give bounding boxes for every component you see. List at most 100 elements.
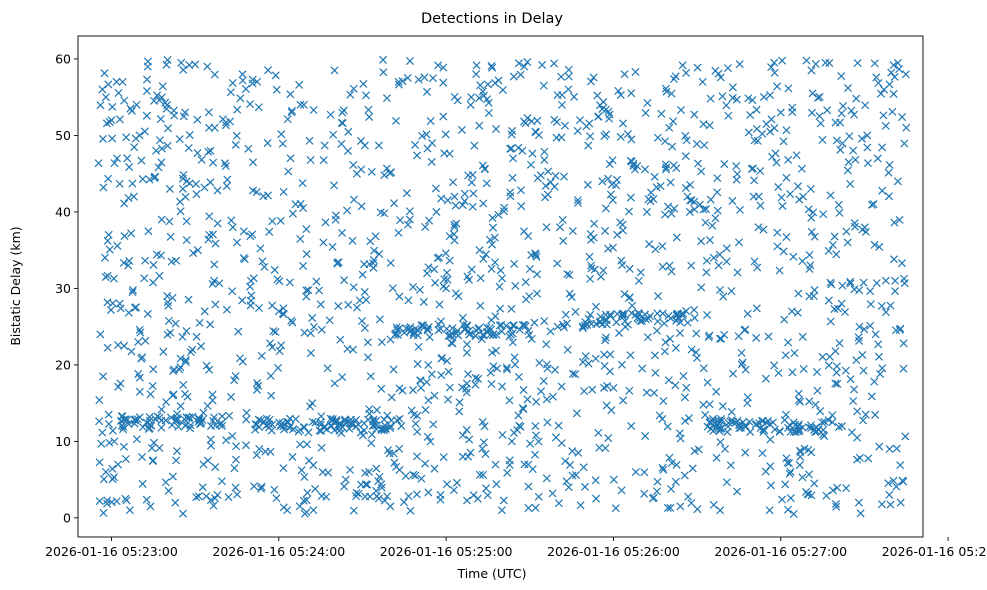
data-point xyxy=(583,180,592,189)
data-point xyxy=(826,317,835,326)
data-point xyxy=(267,426,276,435)
data-point xyxy=(462,379,471,388)
data-point xyxy=(697,237,706,246)
data-point xyxy=(387,416,396,425)
data-point xyxy=(567,293,576,302)
data-point xyxy=(247,291,256,300)
data-point xyxy=(338,228,347,237)
data-point xyxy=(157,423,166,432)
data-point xyxy=(146,502,155,511)
data-point xyxy=(416,376,425,385)
data-point xyxy=(581,352,590,361)
data-point xyxy=(472,61,481,70)
data-point xyxy=(95,417,104,426)
data-point xyxy=(145,175,154,184)
data-point xyxy=(815,92,824,101)
data-point xyxy=(296,235,305,244)
data-point xyxy=(591,302,600,311)
data-point xyxy=(641,165,650,174)
data-point xyxy=(877,500,886,509)
data-point xyxy=(488,63,497,72)
data-point xyxy=(596,272,605,281)
data-point xyxy=(441,130,450,139)
data-point xyxy=(275,418,284,427)
data-point xyxy=(159,347,168,356)
data-point xyxy=(377,425,386,434)
data-point xyxy=(571,370,580,379)
data-point xyxy=(511,360,520,369)
data-point xyxy=(242,408,251,417)
data-point xyxy=(431,278,440,287)
data-point xyxy=(804,205,813,214)
data-point xyxy=(876,89,886,98)
data-point xyxy=(606,350,615,359)
data-point xyxy=(276,216,285,225)
data-point xyxy=(806,421,815,430)
data-point xyxy=(487,240,497,249)
data-point xyxy=(543,190,552,199)
data-point xyxy=(334,301,343,311)
data-point xyxy=(165,217,174,226)
data-point xyxy=(699,400,708,409)
data-point xyxy=(714,416,723,425)
data-point xyxy=(762,120,771,129)
data-point xyxy=(103,343,112,352)
data-point xyxy=(743,309,752,318)
data-point xyxy=(475,246,484,255)
data-point xyxy=(487,316,496,325)
data-point xyxy=(806,261,815,270)
data-point xyxy=(503,468,512,477)
data-point xyxy=(209,416,218,425)
data-point xyxy=(113,154,122,163)
data-point xyxy=(343,146,352,155)
data-point xyxy=(99,475,108,484)
data-point xyxy=(132,100,141,109)
data-point xyxy=(99,372,108,381)
data-point xyxy=(605,114,614,123)
data-point xyxy=(861,227,870,236)
data-point xyxy=(395,465,404,474)
data-point xyxy=(753,263,762,272)
data-point xyxy=(487,61,496,70)
data-point xyxy=(244,144,253,153)
data-point xyxy=(326,110,335,119)
data-point xyxy=(818,135,827,144)
data-point xyxy=(493,364,502,373)
data-point xyxy=(720,160,729,169)
data-point xyxy=(272,85,281,94)
data-point xyxy=(288,452,297,461)
data-point xyxy=(897,259,906,268)
data-point xyxy=(256,416,265,425)
data-point xyxy=(772,158,781,167)
data-point xyxy=(360,287,369,296)
data-point xyxy=(578,322,587,331)
data-point xyxy=(274,307,283,316)
data-point xyxy=(130,419,139,428)
x-axis-label: Time (UTC) xyxy=(456,566,526,581)
data-point xyxy=(125,163,134,172)
data-point xyxy=(638,316,647,326)
data-point xyxy=(233,238,242,247)
data-point xyxy=(95,458,104,467)
data-point xyxy=(858,225,867,234)
data-point xyxy=(110,437,119,446)
data-point xyxy=(100,253,110,262)
data-point xyxy=(514,411,523,420)
data-point xyxy=(485,235,495,244)
data-point xyxy=(175,135,184,144)
data-point xyxy=(377,384,386,393)
data-point xyxy=(176,363,185,372)
data-point xyxy=(563,270,572,279)
data-point xyxy=(850,385,859,394)
data-point xyxy=(708,221,717,230)
data-point xyxy=(252,188,261,197)
data-point xyxy=(274,363,283,372)
data-point xyxy=(478,87,487,96)
data-point xyxy=(168,472,177,481)
data-point xyxy=(579,463,588,472)
data-point xyxy=(394,228,403,237)
data-point xyxy=(98,134,108,143)
data-point xyxy=(716,73,725,82)
data-point xyxy=(893,58,902,67)
data-point xyxy=(675,329,685,338)
